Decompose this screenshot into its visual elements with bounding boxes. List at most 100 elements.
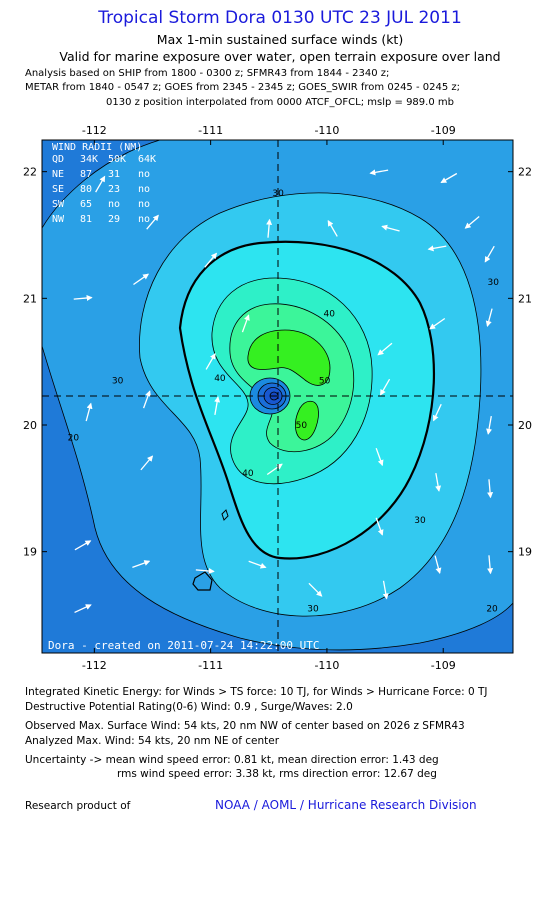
wind-radii-cell: no [138,214,150,225]
wind-vector-arrow [74,540,92,551]
contour-label: 30 [307,605,319,615]
wind-vector-arrow [484,245,495,263]
uncertainty-line-1: Uncertainty -> mean wind speed error: 0.… [25,754,439,766]
contour-label: 40 [324,310,336,320]
island-2 [221,509,229,521]
wind-vector-arrow [434,555,442,574]
wind-radii-cell: no [138,199,150,210]
core-max-wind [247,329,331,386]
contour-label: 20 [68,434,80,444]
contour-label: 30 [112,377,124,387]
wind-vector-arrow [146,214,159,230]
wind-radii-cell: 80 [80,184,92,195]
wind-vector-arrow [464,216,480,229]
island-1 [192,571,213,591]
chart-title: Tropical Storm Dora 0130 UTC 23 JUL 2011 [98,8,462,28]
wind-vector-arrow [241,314,250,333]
wind-vector-arrow [205,353,216,370]
contour-label: 40 [214,374,226,384]
wind-radii-cell: SW [52,199,65,210]
wind-vectors [73,169,495,614]
wind-vector-arrow [95,175,106,193]
wind-radii-cell: NW [52,214,65,225]
observed-max-wind: Observed Max. Surface Wind: 54 kts, 20 n… [25,720,465,732]
wind-vector-arrow [308,582,323,597]
core-max-wind-south [295,400,319,441]
wind-vector-arrow [248,560,267,569]
analysis-line-3: 0130 z position interpolated from 0000 A… [106,97,454,108]
wind-vector-arrow [429,317,446,330]
wind-vector-arrow [327,220,338,237]
chart-subtitle-2: Valid for marine exposure over water, op… [59,49,501,64]
credit-line: Dora - created on 2011-07-24 14:22:00 UT… [48,639,320,652]
wind-vector-arrow [487,555,494,575]
uncertainty-line-2: rms wind speed error: 3.38 kt, rms direc… [117,768,437,780]
x-tick-label-top: -109 [431,124,456,137]
wind-vector-arrow [382,580,389,600]
wind-radii-cell: 65 [80,199,92,210]
x-tick-label-bottom: -109 [431,659,456,672]
wind-vector-arrow [266,463,283,476]
y-tick-label-right: 20 [518,419,532,432]
wind-vector-arrow [432,403,442,422]
wind-vector-arrow [377,342,393,356]
contour-label: 30 [488,278,500,288]
y-tick-label-left: 22 [23,166,37,179]
analyzed-max-wind: Analyzed Max. Wind: 54 kts, 20 nm NE of … [25,735,280,747]
wind-vector-arrow [369,169,389,176]
wind-vector-arrow [195,568,215,575]
wind-radii-cell: NE [52,169,64,180]
wind-vector-arrow [133,273,150,286]
research-label: Research product of [25,800,131,812]
wind-vector-arrow [485,308,493,327]
wind-radii-header-cell: 34K [80,154,98,165]
wind-vector-arrow [440,172,458,184]
wind-radii-cell: 81 [80,214,92,225]
wind-radii-cell: 31 [108,169,120,180]
wind-vector-arrow [142,390,151,409]
wind-vector-arrow [214,396,221,415]
contour-label: 40 [242,469,254,479]
wind-radii-cell: no [138,184,150,195]
wind-vector-arrow [140,455,154,471]
wind-vector-arrow [381,224,400,232]
wind-radii-header-cell: 50K [108,154,126,165]
contour-label: 20 [486,605,498,615]
y-tick-label-left: 21 [23,292,37,305]
wind-vector-arrow [266,218,273,238]
wind-radii-cell: SE [52,184,64,195]
x-tick-label-top: -111 [198,124,223,137]
y-tick-label-right: 19 [518,546,532,559]
contour-label: 50 [296,421,308,431]
wind-vector-arrow [132,560,151,569]
x-tick-label-top: -110 [314,124,339,137]
wind-vector-arrow [380,378,391,396]
wind-vector-arrow [74,604,92,614]
wind-radii-table: WIND RADII (NM) QD 34K 50K 64K NE 87 31 no SE 80 2… [52,142,156,225]
org-link[interactable]: NOAA / AOML / Hurricane Research Divisio… [215,798,477,812]
wind-radii-cell: no [138,169,150,180]
wind-vector-arrow [375,447,384,467]
wind-vector-arrow [204,252,218,268]
y-tick-label-right: 22 [518,166,532,179]
x-tick-label-bottom: -111 [198,659,223,672]
y-tick-label-left: 20 [23,419,37,432]
contour-label: 50 [319,377,331,387]
wind-vector-arrow [486,416,493,435]
x-tick-label-top: -112 [82,124,107,137]
ike-line: Integrated Kinetic Energy: for Winds > T… [25,686,488,698]
wind-radii-header-cell: 64K [138,154,156,165]
wind-vector-arrow [85,402,93,422]
plot-frame [41,139,514,654]
analysis-line-2: METAR from 1840 - 0547 z; GOES from 2345… [25,82,460,93]
wind-radii-cell: 29 [108,214,120,225]
wind-radii-cell: 87 [80,169,92,180]
x-tick-label-bottom: -110 [314,659,339,672]
chart-subtitle-1: Max 1-min sustained surface winds (kt) [156,32,404,47]
wind-vector-arrow [427,245,447,252]
wind-radii-cell: no [108,199,120,210]
contour-label: 30 [414,516,426,526]
